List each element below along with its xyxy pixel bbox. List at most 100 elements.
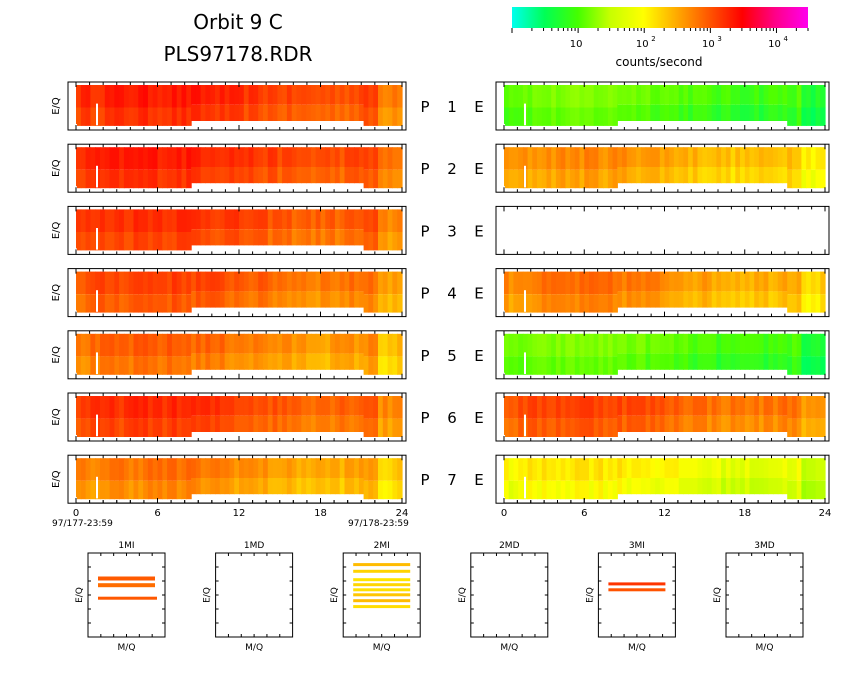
spectrogram-cell (744, 478, 751, 495)
spectrogram-cell (716, 85, 722, 105)
spectrogram-cell (282, 167, 288, 184)
spectrogram-cell (373, 396, 379, 419)
spectrogram-cell (205, 229, 211, 246)
spectrogram-cell (387, 271, 393, 295)
spectrogram-cell (186, 147, 192, 170)
spectrogram-cell (688, 271, 694, 292)
spectrogram-cell (114, 107, 120, 126)
spectrogram-cell (688, 85, 694, 105)
spectrogram-cell (224, 291, 230, 308)
spectrogram-cell (210, 291, 216, 308)
spectrogram-cell (740, 333, 746, 354)
spectrogram-cell (664, 333, 670, 354)
spectrogram-cell (243, 85, 250, 105)
spectrogram-cell (239, 458, 245, 478)
spectrogram-cell (711, 415, 717, 432)
spectrogram-cell (612, 294, 618, 313)
spectrogram-cell (171, 107, 178, 126)
spectrogram-cell (801, 107, 807, 126)
spectrogram-cell (315, 209, 322, 230)
spectrogram-cell (286, 353, 293, 370)
spectrogram-cell (258, 229, 264, 246)
spectrogram-cell (128, 356, 135, 375)
spectrogram-cell (555, 169, 562, 189)
spectrogram-cell (339, 458, 346, 478)
spectrogram-cell (810, 294, 817, 313)
spectrogram-cell (387, 209, 393, 232)
spectrogram-cell (382, 418, 389, 437)
spectrogram-cell (551, 458, 557, 481)
spectrogram-cell (368, 458, 374, 481)
spectrogram-cell (325, 167, 331, 184)
spectrogram-cell (334, 333, 341, 354)
spectrogram-cell (162, 85, 168, 108)
spectrogram-cell (697, 396, 703, 416)
spectrogram-cell (157, 418, 163, 437)
spectrogram-cell (263, 104, 269, 121)
spectrogram-cell (195, 229, 202, 246)
spectrogram-cell (325, 415, 331, 432)
spectrogram-cell (397, 294, 403, 313)
spectrogram-cell (349, 396, 355, 416)
spectrogram-cell (191, 396, 197, 416)
spectrogram-cell (603, 333, 609, 357)
spectrogram-cell (253, 271, 259, 292)
spectrogram-cell (143, 209, 149, 232)
spectrogram-cell (387, 356, 393, 375)
spectrogram-cell (716, 396, 722, 416)
mass-panel-frame (215, 552, 294, 638)
spectrogram-cell (702, 478, 708, 495)
spectrogram-cell (508, 271, 514, 295)
mass-panel-xlabel: M/Q (500, 643, 518, 653)
spectrogram-cell (508, 107, 514, 126)
spectrogram-cell (296, 167, 302, 184)
spectrogram-cell (754, 415, 760, 432)
spectrogram-cell (758, 415, 765, 432)
spectrogram-cell (354, 85, 360, 105)
spectrogram-cell (147, 209, 154, 232)
spectrogram-cell (378, 480, 384, 500)
spectrogram-cell (195, 333, 202, 354)
spectrogram-cell (291, 147, 298, 167)
spectrogram-cell (688, 147, 694, 167)
spectrogram-cell (792, 147, 798, 170)
spectrogram-cell (560, 458, 566, 481)
mass-panel-xlabel: M/Q (628, 643, 646, 653)
spectrogram-cell (119, 356, 125, 375)
spectrogram-cell (239, 147, 245, 167)
spectrogram-cell (664, 167, 670, 184)
spectrogram-cell (504, 480, 510, 500)
spectrogram-cell (645, 353, 651, 370)
spectrogram-cell (368, 396, 374, 419)
spectrogram-cell (330, 271, 336, 292)
spectrogram-cell (787, 396, 793, 419)
spectrogram-cell (707, 167, 713, 184)
spectrogram-cell (277, 229, 283, 246)
spectrogram-cell (219, 85, 226, 105)
spectrogram-cell (277, 415, 283, 432)
spectrogram-cell (773, 271, 779, 292)
spectrogram-cell (532, 271, 538, 295)
spectrogram-cell (191, 291, 197, 308)
mass-panel-ylabel: E/Q (330, 587, 340, 603)
spectrogram-cell (358, 396, 365, 416)
spectrogram-cell (636, 333, 642, 354)
spectrogram-cell (215, 333, 221, 354)
spectrogram-cell (104, 294, 111, 313)
spectrogram-cell (157, 396, 163, 419)
spectrogram-cell (725, 478, 732, 495)
spectrogram-cell (513, 271, 519, 295)
spectrogram-cell (758, 333, 765, 354)
spectrogram-cell (301, 458, 307, 478)
spectrogram-cell (253, 478, 259, 495)
spectrogram-cell (258, 353, 264, 370)
spectrogram-cell (85, 271, 91, 295)
spectrogram-cell (315, 271, 322, 292)
spectrogram-cell (253, 209, 259, 230)
spectrogram-cell (123, 356, 130, 375)
spectrogram-cell (306, 396, 312, 416)
spectrogram-cell (792, 271, 798, 295)
spectrogram-cell (267, 104, 274, 121)
spectrogram-cell (229, 415, 235, 432)
spectrogram-cell (387, 147, 393, 170)
